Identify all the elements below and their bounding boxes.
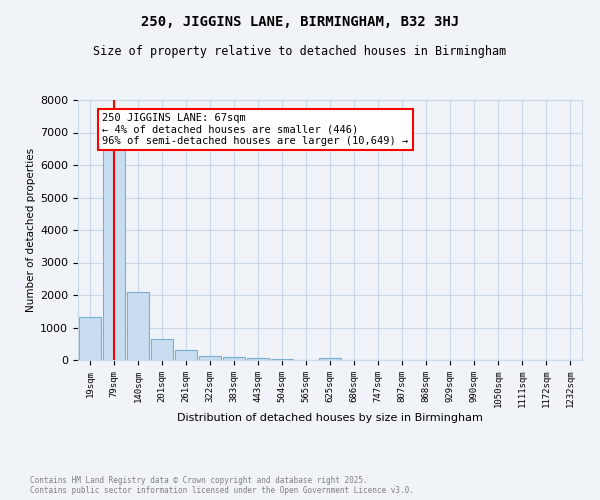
Bar (79, 318, 101, 360)
Text: Size of property relative to detached houses in Birmingham: Size of property relative to detached ho… (94, 45, 506, 58)
Bar (247, 358, 269, 360)
Text: 250 JIGGINS LANE: 67sqm
← 4% of detached houses are smaller (446)
96% of semi-de: 250 JIGGINS LANE: 67sqm ← 4% of detached… (103, 113, 409, 146)
Text: 250, JIGGINS LANE, BIRMINGHAM, B32 3HJ: 250, JIGGINS LANE, BIRMINGHAM, B32 3HJ (141, 15, 459, 29)
Bar (175, 350, 197, 360)
Text: Contains HM Land Registry data © Crown copyright and database right 2025.
Contai: Contains HM Land Registry data © Crown c… (30, 476, 414, 495)
Bar (319, 358, 341, 360)
X-axis label: Distribution of detached houses by size in Birmingham: Distribution of detached houses by size … (177, 413, 483, 423)
Bar (103, 145, 125, 360)
Bar (151, 339, 173, 360)
Bar (223, 358, 245, 360)
Bar (199, 356, 221, 360)
Bar (127, 292, 149, 360)
Y-axis label: Number of detached properties: Number of detached properties (26, 148, 36, 312)
Bar (271, 359, 293, 360)
